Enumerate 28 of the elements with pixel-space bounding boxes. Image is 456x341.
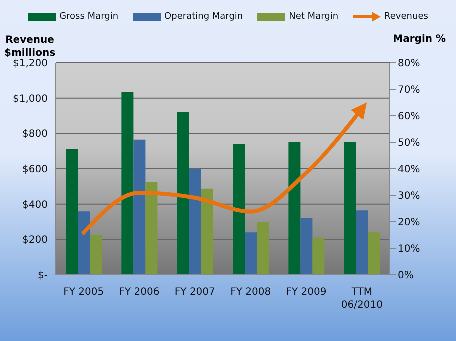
y2-tick-label: 10% [398,244,420,256]
y2-tick-label: 30% [398,191,420,202]
y2-tick-label: 40% [398,164,420,176]
x-tick-label: FY 2006 [119,287,160,298]
y2-tick-label: 50% [398,138,420,150]
y2-axis-title: Margin % [393,34,446,45]
x-tick-label: TTM 06/2010 [341,287,383,311]
y2-tick-label: 20% [398,218,420,229]
y-tick-label: $1,200 [13,58,48,70]
y2-tick-label: 0% [398,270,414,282]
y2-tick-label: 80% [398,58,420,70]
y-tick-label: $800 [22,129,48,140]
y-tick-label: $400 [22,200,48,211]
y2-tick-label: 70% [398,85,420,96]
y-axis-title: Revenue $millions [3,34,57,59]
y-tick-label: $- [38,270,48,282]
y-tick-label: $600 [22,164,48,176]
y-tick-label: $200 [22,235,48,246]
legend-label: Operating Margin [164,12,244,22]
legend-label: Revenues [384,12,428,22]
x-tick-label: FY 2009 [286,287,327,298]
y2-tick-label: 60% [398,112,420,123]
x-tick-label: FY 2008 [230,287,272,298]
legend-label: Gross Margin [58,12,119,22]
y-tick-label: $1,000 [13,94,48,105]
legend-label: Net Margin [288,12,339,22]
x-tick-label: FY 2007 [174,287,216,298]
x-tick-label: FY 2005 [64,287,104,298]
